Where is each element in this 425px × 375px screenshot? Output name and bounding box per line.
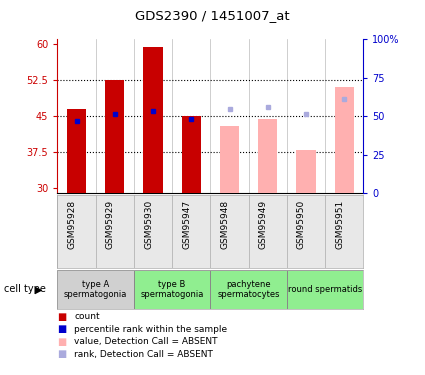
Bar (105, 80, 124, 193)
Text: type A
spermatogonia: type A spermatogonia (64, 280, 128, 299)
Text: GSM95929: GSM95929 (106, 200, 115, 249)
Text: value, Detection Call = ABSENT: value, Detection Call = ABSENT (74, 337, 218, 346)
Text: GSM95950: GSM95950 (297, 200, 306, 249)
Bar (67, 109, 86, 193)
Text: GSM95947: GSM95947 (182, 200, 191, 249)
Text: GSM95928: GSM95928 (68, 200, 76, 249)
Text: GSM95930: GSM95930 (144, 200, 153, 249)
Text: round spermatids: round spermatids (288, 285, 362, 294)
Text: ▶: ▶ (35, 285, 43, 294)
Bar (143, 46, 162, 193)
Bar (287, 270, 363, 309)
Text: GSM95949: GSM95949 (259, 200, 268, 249)
Text: ■: ■ (57, 349, 67, 359)
Text: ■: ■ (57, 312, 67, 322)
Text: GSM95951: GSM95951 (335, 200, 344, 249)
Text: pachytene
spermatocytes: pachytene spermatocytes (217, 280, 280, 299)
Bar (210, 270, 287, 309)
Bar (181, 116, 201, 193)
Text: percentile rank within the sample: percentile rank within the sample (74, 325, 227, 334)
Text: GSM95948: GSM95948 (221, 200, 230, 249)
Text: ■: ■ (57, 337, 67, 346)
Bar (57, 270, 134, 309)
Bar (258, 118, 277, 193)
Bar (335, 87, 354, 193)
Text: cell type: cell type (4, 285, 46, 294)
Text: ■: ■ (57, 324, 67, 334)
Bar (220, 126, 239, 193)
Bar (134, 270, 210, 309)
Text: GDS2390 / 1451007_at: GDS2390 / 1451007_at (135, 9, 290, 22)
Text: count: count (74, 312, 100, 321)
Bar (296, 150, 315, 193)
Text: type B
spermatogonia: type B spermatogonia (140, 280, 204, 299)
Text: rank, Detection Call = ABSENT: rank, Detection Call = ABSENT (74, 350, 213, 358)
